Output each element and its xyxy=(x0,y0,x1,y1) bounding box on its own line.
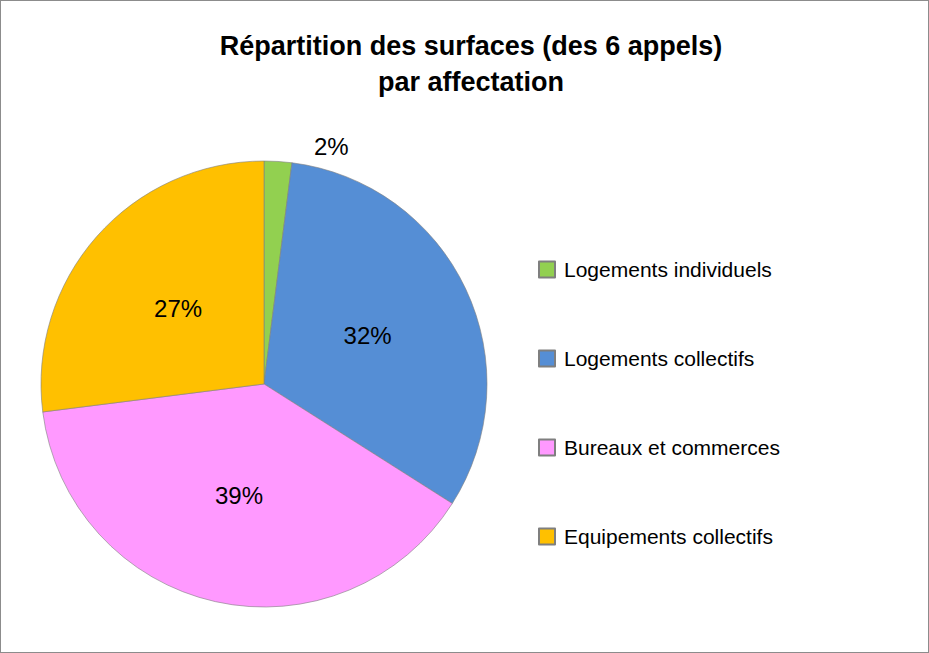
svg-text:Logements individuels: Logements individuels xyxy=(564,258,772,281)
svg-text:Bureaux et commerces: Bureaux et commerces xyxy=(564,436,780,459)
svg-text:32%: 32% xyxy=(344,322,392,349)
svg-text:Equipements collectifs: Equipements collectifs xyxy=(564,525,773,548)
svg-text:Répartition des surfaces (des: Répartition des surfaces (des 6 appels) xyxy=(220,31,723,61)
svg-text:2%: 2% xyxy=(314,133,349,160)
svg-text:Logements collectifs: Logements collectifs xyxy=(564,347,754,370)
svg-text:27%: 27% xyxy=(154,295,202,322)
svg-text:39%: 39% xyxy=(215,482,263,509)
svg-text:par affectation: par affectation xyxy=(378,67,564,97)
